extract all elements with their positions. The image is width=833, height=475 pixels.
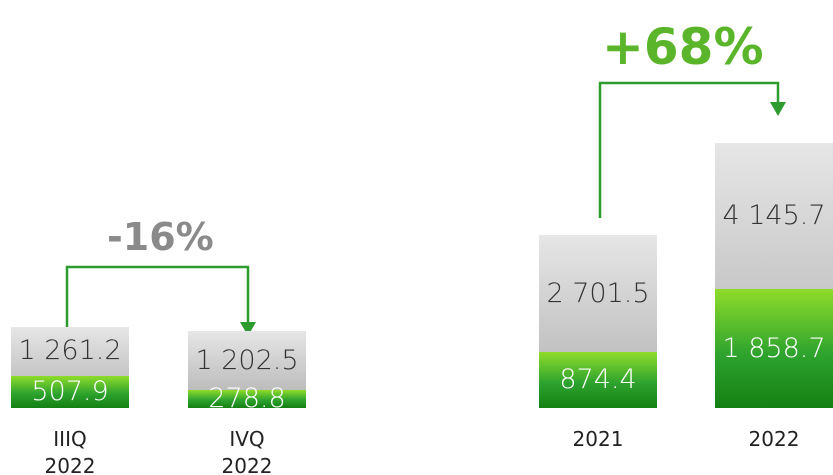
x-tick-label: IIIQ 2022 xyxy=(44,427,96,475)
value-label: 1 858.7 xyxy=(722,334,826,364)
value-label: 874.4 xyxy=(559,366,637,396)
x-tick-label: IVQ 2022 xyxy=(221,427,273,475)
value-label: 1 261.2 xyxy=(18,337,122,365)
bar-green xyxy=(715,289,833,408)
value-label: 507.9 xyxy=(31,377,109,407)
bar-green xyxy=(11,375,129,408)
value-label: 4 145.7 xyxy=(722,202,826,230)
change-label: -16% xyxy=(107,215,214,259)
value-label: 1 202.5 xyxy=(195,346,299,374)
change-arrow xyxy=(598,81,780,218)
value-label: 278.8 xyxy=(208,385,286,408)
arrow-head xyxy=(240,322,256,336)
bar-green xyxy=(539,352,657,408)
change-label: +68% xyxy=(602,18,764,76)
x-tick-label: 2021 xyxy=(572,427,624,451)
bar-green xyxy=(188,390,306,408)
change-arrow xyxy=(65,265,250,327)
value-label: 2 701.5 xyxy=(546,279,650,307)
arrow-head xyxy=(770,102,786,116)
x-tick-label: 2022 xyxy=(748,427,800,451)
